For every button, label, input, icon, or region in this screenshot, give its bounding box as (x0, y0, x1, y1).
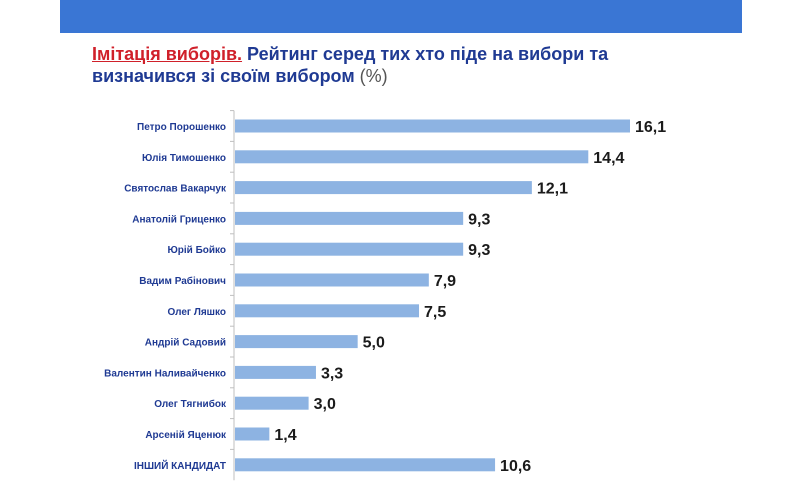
category-label: Юлія Тимошенко (142, 153, 226, 164)
bar (235, 242, 464, 256)
data-label: 7,9 (434, 273, 456, 290)
category-label: Анатолій Гриценко (132, 214, 226, 225)
bar (235, 335, 358, 349)
category-label: Петро Порошенко (137, 122, 226, 133)
data-label: 5,0 (363, 335, 385, 352)
bar (235, 211, 464, 225)
category-label: Святослав Вакарчук (124, 184, 227, 195)
category-label: Андрій Садовий (145, 338, 226, 349)
data-label: 10,6 (500, 458, 531, 475)
bar (235, 150, 589, 164)
chart-title: Імітація виборів. Рейтинг серед тих хто … (92, 43, 652, 87)
category-label: Олег Тягнибок (154, 398, 227, 410)
data-label: 7,5 (424, 304, 446, 321)
title-unit: (%) (354, 66, 388, 86)
category-label: Олег Ляшко (167, 307, 226, 318)
bar (235, 304, 420, 318)
data-label: 14,4 (593, 150, 624, 167)
bar (235, 458, 496, 472)
category-label: Валентин Наливайченко (104, 368, 226, 379)
data-label: 3,3 (321, 365, 343, 382)
bar (235, 365, 316, 379)
category-label: Арсеній Яценюк (145, 430, 227, 441)
bar (235, 119, 630, 133)
title-accent: Імітація виборів. (92, 44, 243, 64)
category-label: Вадим Рабінович (139, 275, 226, 287)
bar (235, 427, 270, 441)
category-label: ІНШИЙ КАНДИДАТ (134, 459, 226, 472)
header-band (60, 0, 742, 33)
data-label: 1,4 (274, 427, 296, 444)
title-main: Рейтинг серед тих хто піде на вибори та … (92, 44, 609, 86)
bar (235, 181, 532, 195)
category-label: Юрій Бойко (167, 245, 226, 256)
bar (235, 396, 309, 410)
data-label: 9,3 (468, 242, 490, 259)
data-label: 3,0 (314, 396, 336, 413)
bar (235, 273, 429, 287)
data-label: 16,1 (635, 119, 666, 136)
top-band (0, 0, 800, 33)
data-label: 9,3 (468, 211, 490, 228)
data-label: 12,1 (537, 181, 568, 198)
